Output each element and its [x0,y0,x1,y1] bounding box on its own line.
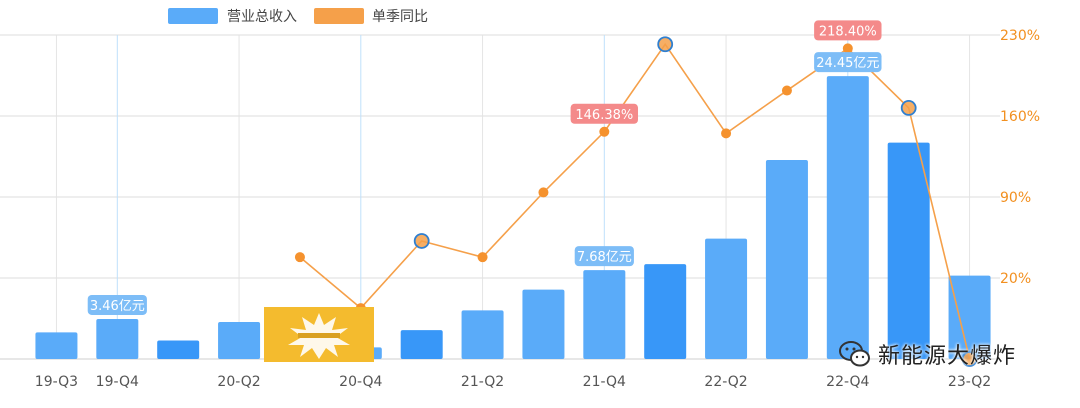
bar-value-tag: 7.68亿元 [574,246,634,267]
bar-value-tag: 3.46亿元 [87,294,147,315]
revenue-bar[interactable] [522,289,565,359]
revenue-bar[interactable] [400,330,443,359]
sticker-burst-icon [288,313,350,359]
watermark: 新能源大爆炸 [838,336,1016,372]
tag-text: 218.40% [819,24,877,39]
axis-ticks: 19-Q3 19-Q4 20-Q2 20-Q4 21-Q2 21-Q4 22-Q2 22-Q4… [35,28,1040,390]
watermark-text: 新能源大爆炸 [878,344,1017,369]
x-tick-label: 20-Q4 [339,374,382,390]
yoy-line [294,36,978,367]
x-tick-label: 23-Q2 [948,374,991,390]
revenue-bar[interactable] [218,321,261,359]
yoy-value-tag: 218.40% [814,20,882,41]
revenue-bar[interactable] [583,270,626,359]
legend-label-revenue[interactable]: 营业总收入 [227,9,297,25]
revenue-bar[interactable] [765,159,808,359]
x-tick-label: 19-Q4 [96,374,139,390]
revenue-bar[interactable] [35,332,78,359]
revenue-bar[interactable] [157,340,200,359]
tag-text: 3.46亿元 [90,299,145,314]
y-right-tick-label: 90% [1000,190,1031,206]
yoy-point[interactable] [599,126,610,137]
overlay-sticker-image [264,307,374,362]
revenue-bar[interactable] [96,318,139,359]
revenue-bar[interactable] [705,238,748,359]
x-tick-label: 21-Q4 [583,374,626,390]
yoy-point[interactable] [842,43,853,54]
revenue-bars [35,76,991,359]
tag-background [574,246,634,267]
x-tick-label: 22-Q2 [704,374,747,390]
revenue-bar[interactable] [644,264,687,359]
yoy-line-path [299,42,971,360]
revenue-bar[interactable] [948,275,991,359]
yoy-point[interactable] [781,85,792,96]
revenue-bar[interactable] [887,142,930,359]
tag-text: 7.68亿元 [577,250,632,265]
tag-background [570,103,639,124]
yoy-point[interactable] [538,187,549,198]
x-tick-label: 20-Q2 [217,374,260,390]
revenue-bar[interactable] [826,76,869,359]
data-labels: 3.46亿元 7.68亿元 24.45亿元 146.38% 218.40% [87,20,882,315]
revenue-bar[interactable] [461,310,504,359]
legend-swatch-yoy [314,8,364,24]
tag-text: 146.38% [575,108,633,123]
legend-swatch-revenue [168,8,218,24]
yoy-point[interactable] [413,233,430,249]
yoy-point[interactable] [961,351,978,367]
yoy-point[interactable] [477,252,488,263]
tag-background [814,52,882,73]
x-tick-label: 21-Q2 [461,374,504,390]
legend-label-yoy[interactable]: 单季同比 [372,9,428,25]
x-tick-label: 22-Q4 [826,374,869,390]
tag-text: 24.45亿元 [816,56,879,71]
y-right-tick-label: 230% [1000,28,1040,44]
bar-value-tag: 24.45亿元 [814,52,882,73]
yoy-point[interactable] [900,100,917,116]
y-right-tick-label: 160% [1000,109,1040,125]
yoy-point[interactable] [721,128,732,139]
legend: 营业总收入 单季同比 [168,8,428,25]
yoy-point[interactable] [657,36,674,53]
yoy-value-tag: 146.38% [570,103,639,124]
tag-background [87,294,147,315]
yoy-point[interactable] [294,252,305,263]
x-tick-label: 19-Q3 [35,374,78,390]
tag-background [814,20,882,41]
wechat-icon [839,341,870,367]
y-right-tick-label: 20% [1000,271,1031,287]
